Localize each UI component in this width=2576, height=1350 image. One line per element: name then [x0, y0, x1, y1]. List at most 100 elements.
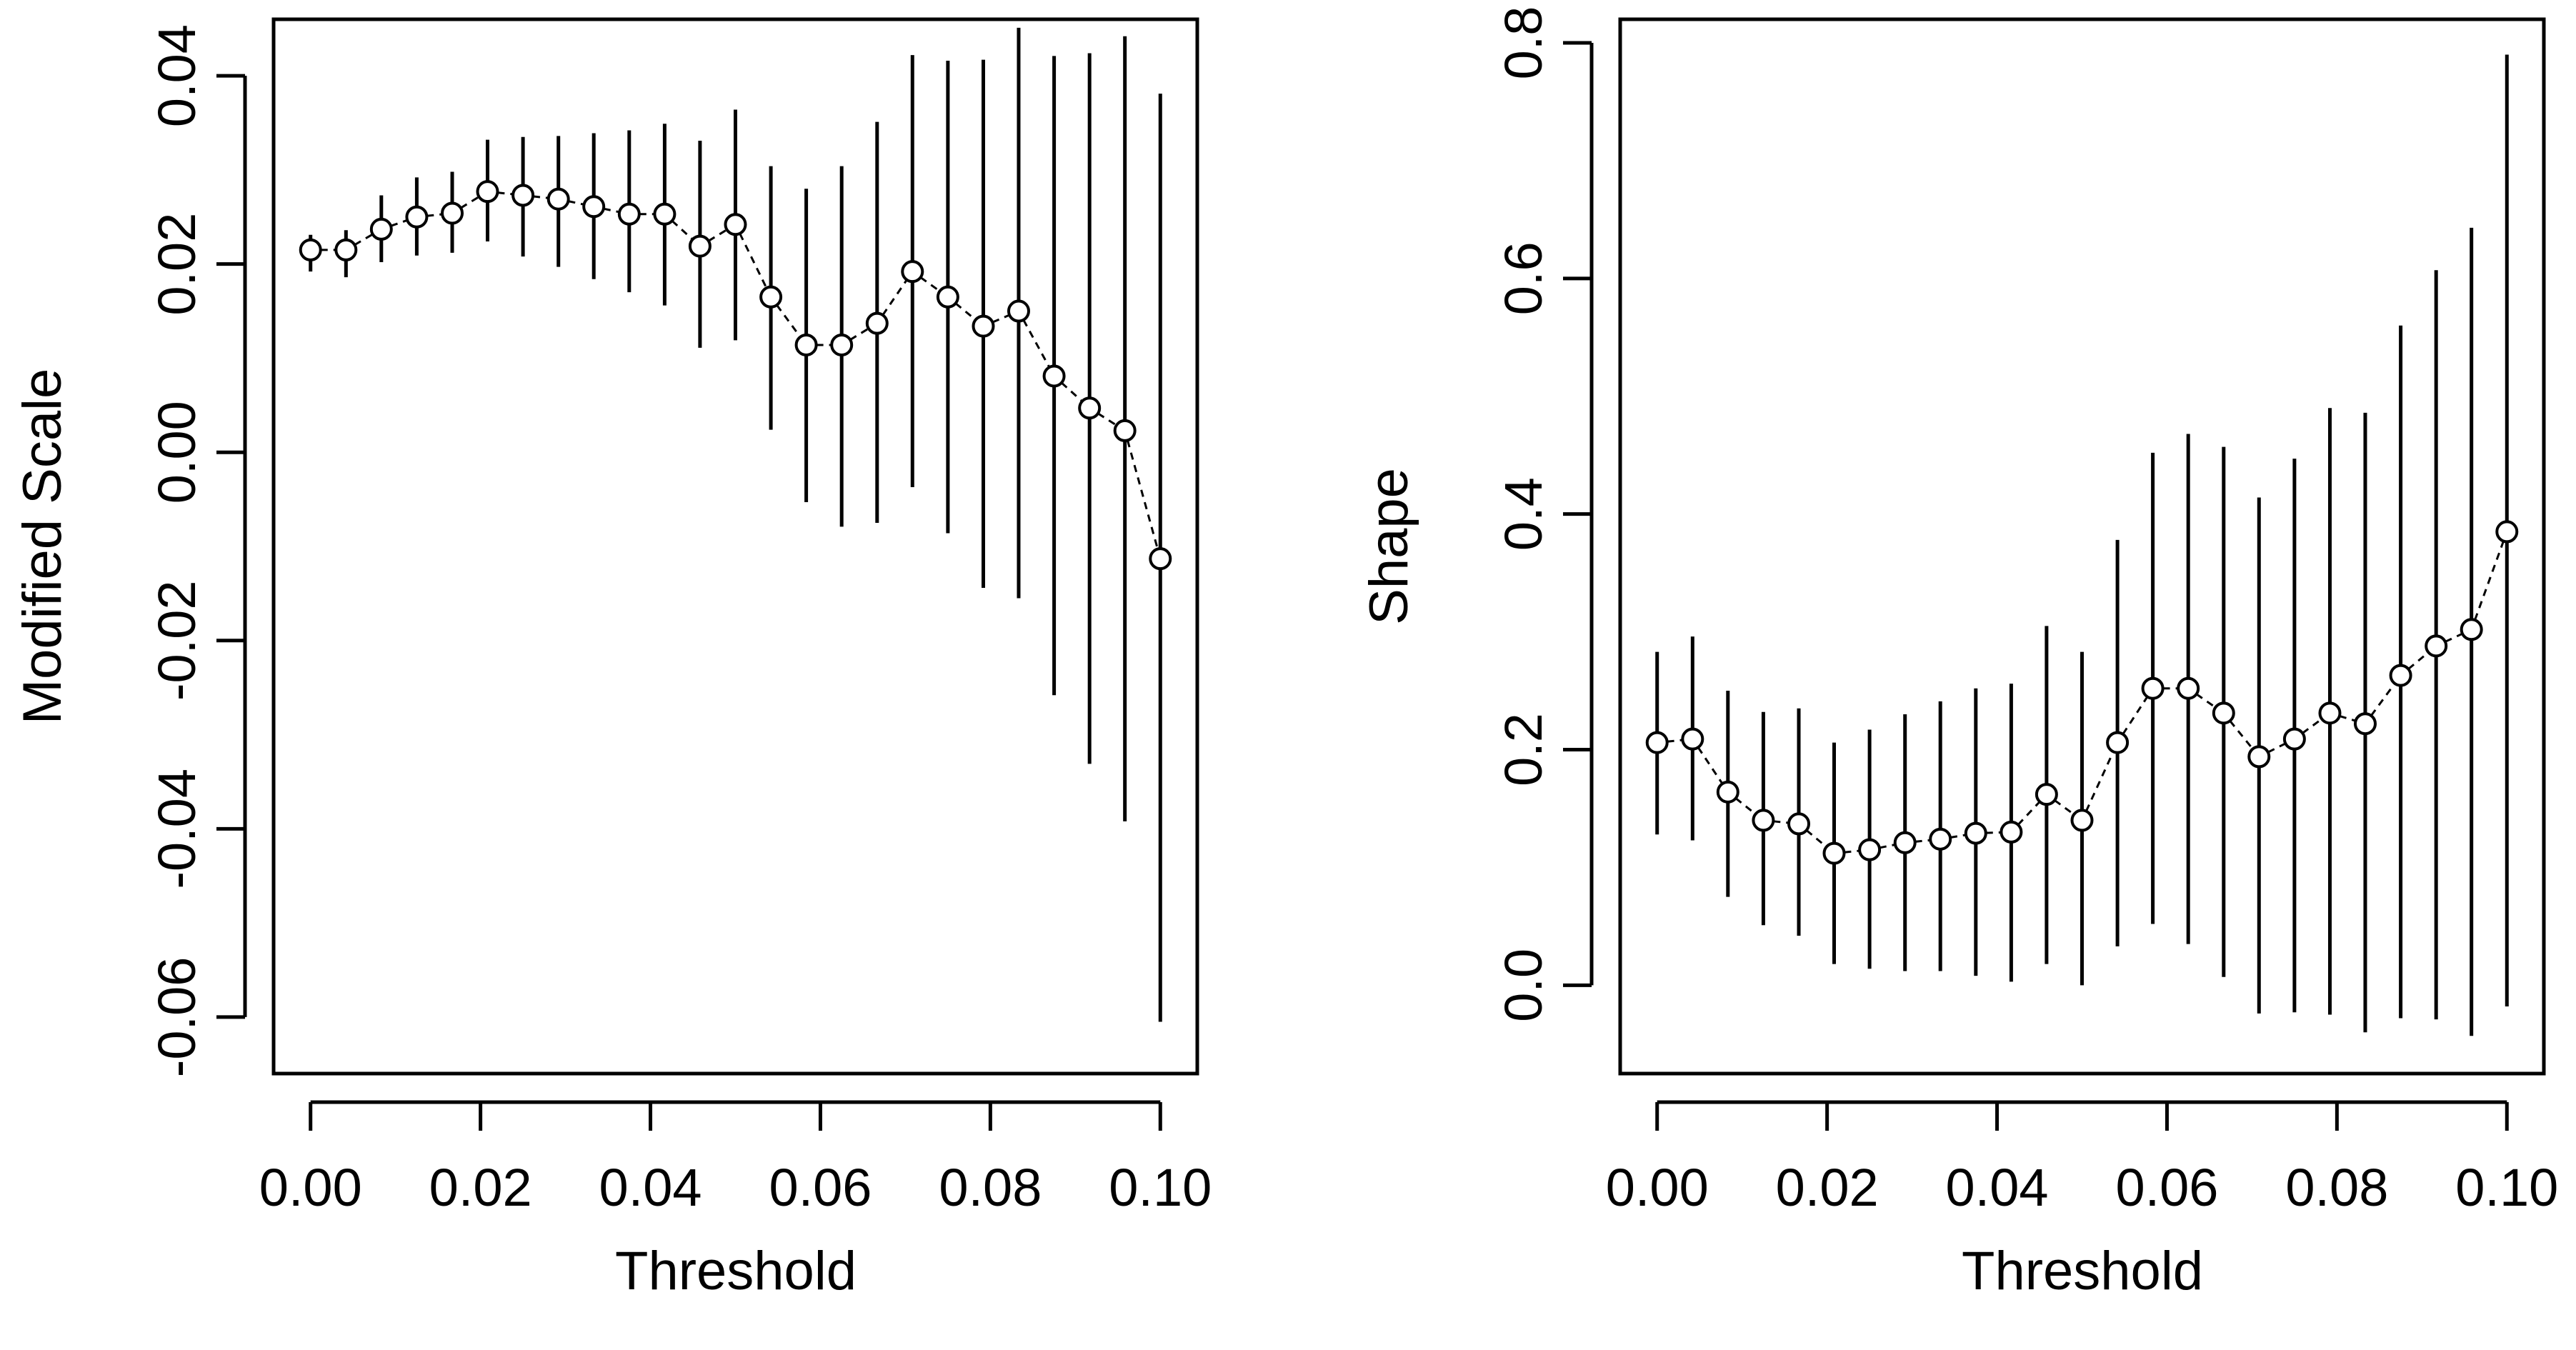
- data-point: [1078, 396, 1102, 420]
- data-point: [2177, 676, 2200, 700]
- data-point: [299, 238, 322, 261]
- connector-line: [1773, 820, 1789, 824]
- connector-line: [2445, 632, 2463, 643]
- connector-line: [671, 220, 694, 241]
- y-axis: -0.06 -0.04 -0.02 0.00 0.02 0.04: [147, 24, 247, 1077]
- y-tick-label: -0.04: [147, 769, 206, 889]
- connector-line: [354, 233, 374, 246]
- y-tick-label: 0.04: [147, 24, 206, 127]
- data-point: [1681, 727, 1704, 751]
- connector-line: [1060, 381, 1083, 403]
- data-point: [511, 184, 535, 207]
- x-tick-label: 0.02: [1776, 1158, 1879, 1217]
- connector-line: [1805, 829, 1827, 848]
- connector-line: [2122, 696, 2149, 735]
- data-point: [1822, 841, 1846, 865]
- data-point: [2070, 809, 2094, 832]
- x-axis: 0.00 0.02 0.04 0.06 0.08 0.10: [259, 1100, 1212, 1217]
- connector-line: [1126, 439, 1159, 550]
- data-point: [972, 314, 995, 338]
- data-point: [2106, 731, 2130, 754]
- connector-line: [2474, 541, 2505, 621]
- connector-line: [2339, 714, 2357, 722]
- connector-line: [2085, 751, 2115, 812]
- connector-line: [954, 302, 977, 321]
- data-point: [1716, 780, 1739, 804]
- data-point: [1645, 731, 1669, 754]
- connector-line: [2267, 742, 2287, 754]
- connector-line: [2229, 720, 2254, 750]
- data-point: [2035, 783, 2058, 806]
- data-point: [2389, 664, 2412, 687]
- connector-line: [849, 327, 869, 341]
- data-point: [1007, 299, 1030, 323]
- data-point: [759, 285, 783, 309]
- connector-line: [1985, 831, 2002, 834]
- y-axis-title: Shape: [1359, 468, 1419, 625]
- data-point: [441, 201, 464, 225]
- connector-line: [532, 195, 549, 199]
- data-point: [546, 187, 570, 211]
- connector-line: [1097, 412, 1117, 426]
- x-tick-label: 0.10: [1109, 1158, 1212, 1217]
- connector-line: [2370, 682, 2396, 716]
- data-point: [1752, 809, 1775, 832]
- connector-line: [992, 314, 1010, 324]
- data-point: [1042, 364, 1066, 388]
- y-axis-title: Modified Scale: [12, 369, 73, 725]
- data-point: [582, 195, 606, 219]
- data-point: [1149, 547, 1172, 571]
- data-point: [724, 213, 747, 236]
- y-tick-label: 0.02: [147, 213, 206, 316]
- connector-line: [1667, 739, 1683, 743]
- connector-line: [2017, 801, 2041, 826]
- connector-line: [739, 233, 768, 289]
- connector-line: [1914, 839, 1931, 843]
- connector-line: [708, 229, 728, 242]
- data-point: [2425, 634, 2448, 658]
- x-tick-label: 0.04: [599, 1158, 702, 1217]
- data-point: [334, 238, 358, 261]
- data-marks: [299, 27, 1172, 1022]
- y-tick-label: -0.02: [147, 580, 206, 701]
- data-point: [2353, 712, 2377, 736]
- connector-line: [1879, 844, 1896, 849]
- data-point: [688, 234, 712, 258]
- connector-line: [2407, 651, 2430, 670]
- data-point: [2495, 520, 2519, 544]
- y-axis: 0.0 0.2 0.4 0.6 0.8: [1494, 6, 1594, 1022]
- connector-line: [497, 191, 514, 196]
- data-point: [369, 217, 393, 241]
- x-tick-label: 0.02: [429, 1158, 532, 1217]
- x-axis: 0.00 0.02 0.04 0.06 0.08 0.10: [1606, 1100, 2558, 1217]
- connector-line: [568, 200, 584, 206]
- y-tick-label: 0.8: [1494, 6, 1553, 80]
- connector-line: [1950, 834, 1967, 839]
- connector-line: [603, 207, 620, 214]
- data-point: [476, 180, 499, 204]
- data-point: [936, 285, 959, 309]
- x-tick-label: 0.10: [2455, 1158, 2558, 1217]
- data-point: [2282, 727, 2306, 751]
- plot-frame: [271, 17, 1199, 1076]
- modified-scale-panel: 0.00 0.02 0.04 0.06 0.08 0.10 -0.06 -0.04 -0.02…: [12, 17, 1212, 1301]
- x-tick-label: 0.00: [1606, 1158, 1709, 1217]
- data-point: [1787, 812, 1811, 836]
- data-point: [2318, 701, 2342, 725]
- connector-line: [776, 304, 802, 338]
- data-point: [865, 311, 889, 335]
- connector-line: [460, 196, 480, 209]
- y-tick-label: 0.6: [1494, 241, 1553, 315]
- connector-line: [2054, 799, 2075, 816]
- data-point: [405, 205, 429, 229]
- connector-line: [2195, 693, 2217, 709]
- data-point: [1893, 831, 1917, 854]
- data-point: [2212, 701, 2235, 725]
- x-tick-label: 0.00: [259, 1158, 362, 1217]
- connector-line: [1734, 797, 1757, 815]
- data-point: [2247, 745, 2271, 769]
- connector-line: [1844, 849, 1860, 854]
- data-point: [830, 333, 854, 356]
- data-point: [794, 333, 818, 356]
